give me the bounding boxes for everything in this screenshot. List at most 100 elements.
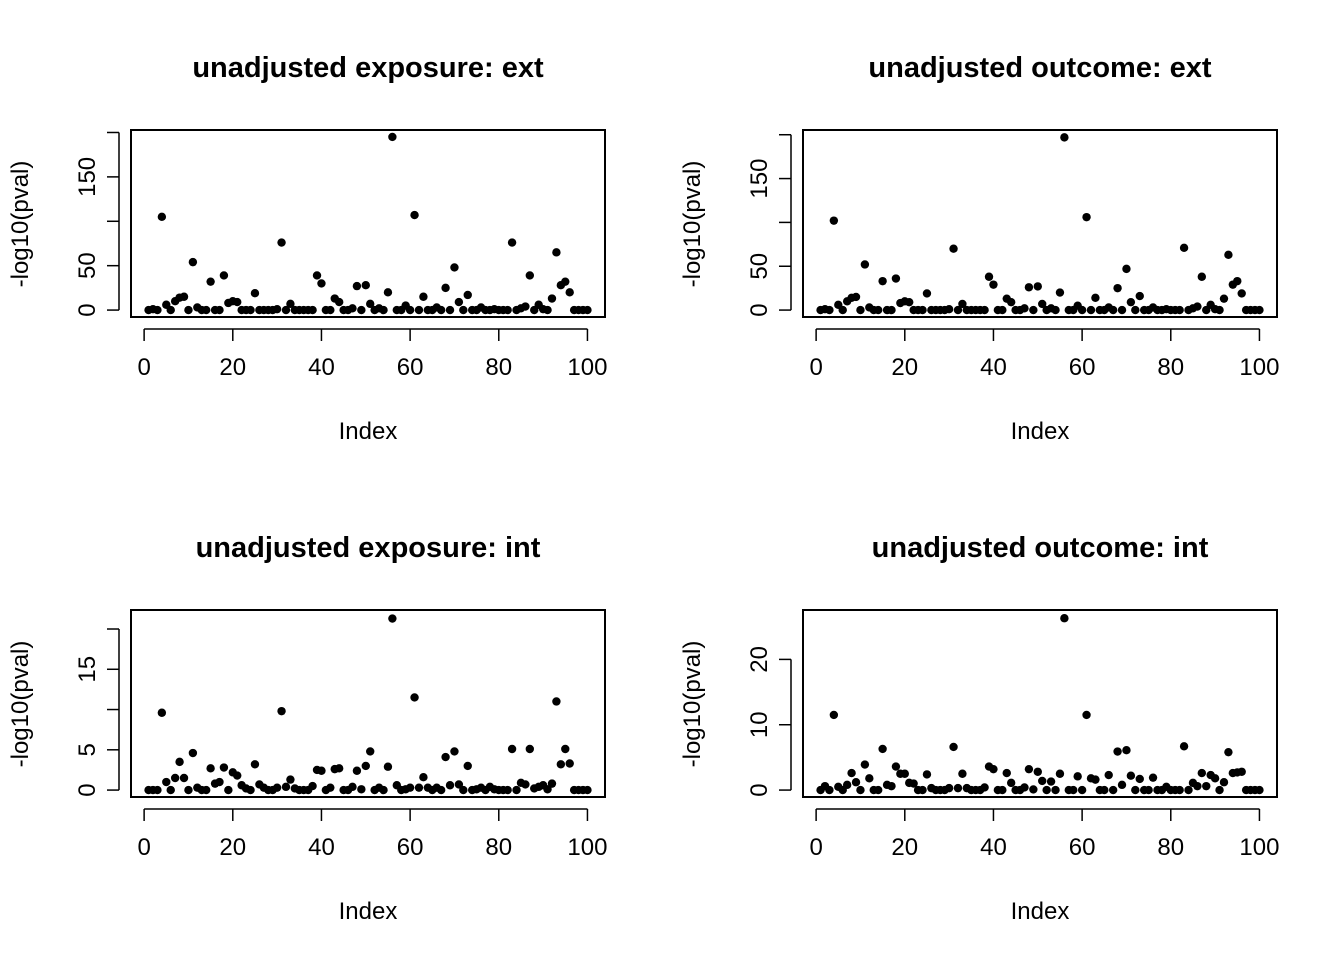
data-point	[838, 305, 847, 315]
data-point	[1131, 785, 1140, 795]
data-point	[233, 297, 242, 307]
data-points	[144, 132, 592, 315]
data-point	[949, 742, 958, 752]
data-point	[949, 244, 958, 253]
data-point	[281, 782, 291, 792]
x-tick-label: 40	[980, 354, 1007, 381]
data-point	[463, 761, 472, 771]
x-tick-label: 20	[891, 834, 918, 861]
data-point	[1100, 785, 1109, 795]
data-point	[1006, 778, 1016, 788]
data-point	[334, 764, 344, 773]
data-point	[1006, 297, 1016, 307]
data-point	[543, 305, 552, 315]
x-tick-label: 20	[219, 354, 246, 381]
data-point	[865, 774, 874, 783]
data-point	[348, 304, 357, 313]
data-point	[441, 752, 450, 762]
data-point	[361, 281, 370, 290]
x-axis: 0 20 40 60 80 100	[809, 328, 1279, 381]
data-point	[887, 305, 896, 315]
data-point	[308, 781, 317, 791]
data-point	[201, 305, 211, 315]
data-point	[1029, 785, 1038, 794]
data-point	[459, 785, 468, 795]
y-axis: 0 10 20	[746, 646, 792, 797]
data-point	[1126, 297, 1136, 307]
y-tick-label: 150	[74, 157, 101, 197]
data-point	[1055, 288, 1065, 297]
data-point	[405, 305, 415, 315]
data-point	[1197, 272, 1207, 281]
data-point	[454, 297, 464, 307]
plot-frame	[130, 129, 606, 318]
data-point	[1029, 305, 1038, 315]
data-point	[1020, 783, 1029, 792]
data-point	[286, 299, 295, 309]
data-point	[873, 305, 883, 315]
data-point	[286, 775, 295, 784]
y-tick-label: 150	[746, 159, 773, 199]
data-point	[1091, 775, 1100, 784]
data-point	[166, 305, 175, 315]
data-point	[829, 710, 839, 720]
x-tick-label: 100	[567, 354, 607, 381]
data-point	[561, 744, 570, 754]
x-tick-label: 80	[485, 834, 512, 861]
data-point	[525, 271, 535, 280]
data-point	[1255, 785, 1264, 795]
data-point	[441, 283, 450, 293]
data-point	[1237, 767, 1246, 776]
data-point	[547, 779, 557, 788]
data-point	[419, 292, 428, 301]
data-point	[379, 305, 388, 315]
data-point	[188, 748, 198, 758]
x-tick-label: 60	[1069, 834, 1096, 861]
data-point	[1104, 770, 1113, 780]
x-tick-label: 40	[308, 354, 335, 381]
x-axis: 0 20 40 60 80 100	[137, 328, 607, 381]
data-point	[1033, 282, 1042, 291]
data-point	[179, 773, 189, 783]
x-tick-label: 100	[1239, 834, 1279, 861]
data-point	[922, 289, 932, 298]
data-point	[980, 783, 989, 792]
x-tick-label: 60	[397, 354, 424, 381]
x-tick-label: 0	[809, 354, 822, 381]
data-point	[224, 785, 233, 795]
data-point	[215, 777, 224, 787]
x-tick-label: 100	[567, 834, 607, 861]
data-point	[829, 216, 839, 225]
data-point	[153, 785, 162, 795]
data-point	[414, 783, 424, 792]
data-point	[312, 271, 322, 280]
data-point	[1193, 302, 1202, 311]
data-points	[816, 614, 1264, 795]
data-point	[1077, 785, 1087, 795]
data-point	[445, 781, 455, 790]
data-point	[583, 785, 592, 795]
data-point	[175, 757, 184, 767]
x-tick-label: 60	[1069, 354, 1096, 381]
panel-outcome-int: unadjusted outcome: int Index -log10(pva…	[679, 532, 1279, 925]
data-point	[1237, 289, 1246, 298]
data-point	[909, 779, 918, 788]
data-point	[887, 781, 896, 791]
data-point	[388, 132, 397, 142]
data-point	[989, 764, 998, 774]
data-point	[1148, 773, 1158, 782]
chart-title: unadjusted exposure: int	[196, 532, 541, 564]
data-point	[1077, 305, 1087, 315]
data-point	[1219, 294, 1229, 303]
data-point	[366, 299, 375, 309]
data-point	[543, 785, 552, 794]
data-point	[512, 785, 521, 795]
y-axis: 0 5 15	[74, 628, 120, 797]
data-point	[1024, 283, 1034, 292]
y-axis: 0 50 150	[746, 133, 792, 317]
data-point	[250, 760, 260, 769]
data-point	[521, 302, 530, 311]
data-point	[1108, 785, 1118, 795]
data-point	[825, 785, 834, 795]
data-point	[410, 210, 419, 220]
